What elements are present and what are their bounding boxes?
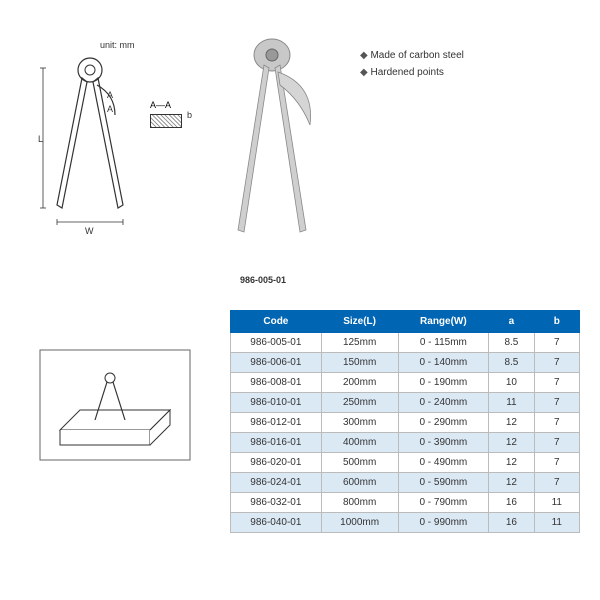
cell-size: 125mm — [321, 333, 398, 353]
table-row: 986-006-01 150mm 0 - 140mm 8.5 7 — [231, 353, 580, 373]
top-row: unit: mm L W A A — [20, 30, 580, 310]
cell-b: 7 — [534, 373, 579, 393]
cell-range: 0 - 490mm — [398, 453, 489, 473]
cell-size: 500mm — [321, 453, 398, 473]
cell-code: 986-006-01 — [231, 353, 322, 373]
cell-b: 11 — [534, 493, 579, 513]
table-row: 986-016-01 400mm 0 - 390mm 12 7 — [231, 433, 580, 453]
feature-item: Hardened points — [360, 67, 580, 78]
section-dims: a b — [145, 102, 195, 122]
cell-code: 986-016-01 — [231, 433, 322, 453]
cell-b: 7 — [534, 413, 579, 433]
cell-size: 600mm — [321, 473, 398, 493]
usage-icon — [20, 330, 200, 470]
cell-code: 986-008-01 — [231, 373, 322, 393]
cell-b: 11 — [534, 513, 579, 533]
cell-range: 0 - 290mm — [398, 413, 489, 433]
cell-size: 800mm — [321, 493, 398, 513]
cell-range: 0 - 990mm — [398, 513, 489, 533]
cell-size: 400mm — [321, 433, 398, 453]
cell-range: 0 - 240mm — [398, 393, 489, 413]
spec-table: Code Size(L) Range(W) a b 986-005-01 125… — [230, 310, 580, 533]
th-range: Range(W) — [398, 311, 489, 333]
cell-b: 7 — [534, 393, 579, 413]
cell-a: 12 — [489, 453, 534, 473]
cell-code: 986-020-01 — [231, 453, 322, 473]
unit-label: unit: mm — [100, 40, 135, 50]
cell-b: 7 — [534, 453, 579, 473]
th-size: Size(L) — [321, 311, 398, 333]
table-row: 986-005-01 125mm 0 - 115mm 8.5 7 — [231, 333, 580, 353]
usage-diagram — [20, 310, 230, 570]
cell-a: 10 — [489, 373, 534, 393]
feature-item: Made of carbon steel — [360, 50, 580, 61]
table-row: 986-020-01 500mm 0 - 490mm 12 7 — [231, 453, 580, 473]
table-row: 986-024-01 600mm 0 - 590mm 12 7 — [231, 473, 580, 493]
caliper-outline-icon: L W A A — [35, 50, 155, 240]
bottom-row: Code Size(L) Range(W) a b 986-005-01 125… — [20, 310, 580, 570]
cell-range: 0 - 790mm — [398, 493, 489, 513]
cell-range: 0 - 190mm — [398, 373, 489, 393]
dim-a-marker-bot: A — [107, 104, 113, 114]
cell-a: 16 — [489, 493, 534, 513]
spec-table-area: Code Size(L) Range(W) a b 986-005-01 125… — [230, 310, 580, 570]
cell-b: 7 — [534, 473, 579, 493]
th-code: Code — [231, 311, 322, 333]
cell-a: 12 — [489, 473, 534, 493]
caliper-photo-icon — [220, 30, 330, 260]
table-row: 986-012-01 300mm 0 - 290mm 12 7 — [231, 413, 580, 433]
cell-size: 250mm — [321, 393, 398, 413]
cell-size: 300mm — [321, 413, 398, 433]
table-row: 986-032-01 800mm 0 - 790mm 16 11 — [231, 493, 580, 513]
photo-caption: 986-005-01 — [240, 275, 286, 285]
cell-range: 0 - 590mm — [398, 473, 489, 493]
features-list: Made of carbon steel Hardened points — [340, 30, 580, 310]
table-header-row: Code Size(L) Range(W) a b — [231, 311, 580, 333]
th-a: a — [489, 311, 534, 333]
technical-diagram: unit: mm L W A A — [20, 30, 220, 310]
th-b: b — [534, 311, 579, 333]
cell-b: 7 — [534, 333, 579, 353]
product-photo: 986-005-01 — [220, 30, 340, 310]
cell-a: 8.5 — [489, 353, 534, 373]
cell-code: 986-005-01 — [231, 333, 322, 353]
cell-range: 0 - 390mm — [398, 433, 489, 453]
dim-w-label: W — [85, 226, 94, 236]
cell-code: 986-032-01 — [231, 493, 322, 513]
cell-range: 0 - 115mm — [398, 333, 489, 353]
cell-size: 150mm — [321, 353, 398, 373]
cell-size: 1000mm — [321, 513, 398, 533]
table-row: 986-010-01 250mm 0 - 240mm 11 7 — [231, 393, 580, 413]
cell-range: 0 - 140mm — [398, 353, 489, 373]
cell-size: 200mm — [321, 373, 398, 393]
cell-b: 7 — [534, 353, 579, 373]
cell-a: 8.5 — [489, 333, 534, 353]
cell-code: 986-010-01 — [231, 393, 322, 413]
cell-code: 986-024-01 — [231, 473, 322, 493]
cell-code: 986-040-01 — [231, 513, 322, 533]
cell-code: 986-012-01 — [231, 413, 322, 433]
cell-a: 12 — [489, 413, 534, 433]
cell-b: 7 — [534, 433, 579, 453]
cross-section: A—A a b — [150, 100, 182, 128]
cell-a: 11 — [489, 393, 534, 413]
cell-a: 16 — [489, 513, 534, 533]
table-body: 986-005-01 125mm 0 - 115mm 8.5 7 986-006… — [231, 333, 580, 533]
cell-a: 12 — [489, 433, 534, 453]
dim-a-marker-top: A — [107, 90, 113, 100]
table-row: 986-040-01 1000mm 0 - 990mm 16 11 — [231, 513, 580, 533]
section-b-label: b — [187, 110, 192, 120]
dim-l-label: L — [38, 134, 43, 144]
page-container: unit: mm L W A A — [0, 0, 600, 600]
table-row: 986-008-01 200mm 0 - 190mm 10 7 — [231, 373, 580, 393]
